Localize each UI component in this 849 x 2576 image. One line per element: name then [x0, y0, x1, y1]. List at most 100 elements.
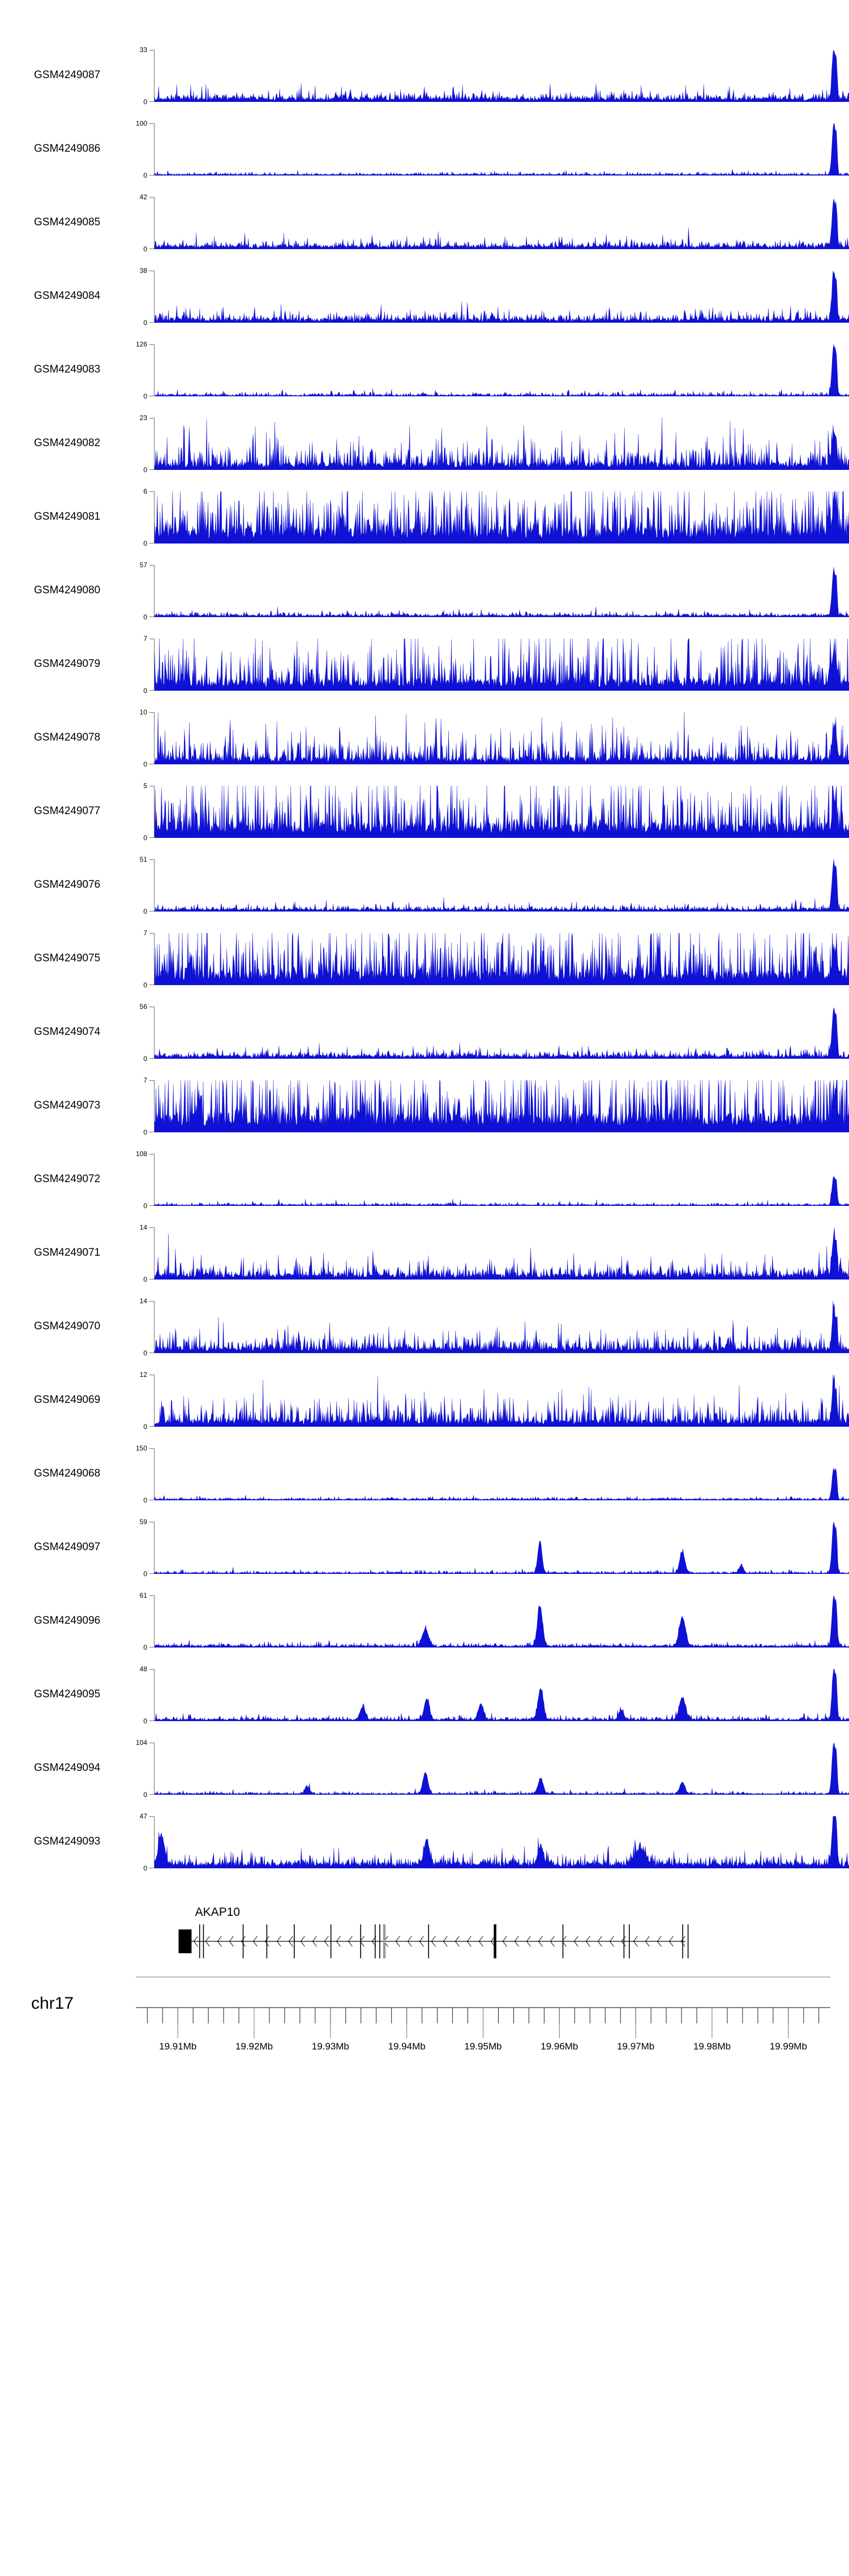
axis-tick-label: 19.91Mb — [159, 2041, 196, 2052]
coverage-plot[interactable] — [155, 1007, 849, 1059]
y-axis-line — [154, 639, 155, 691]
strand-arrow-icon — [514, 1936, 519, 1947]
coverage-track[interactable]: GSM4249076 51 0 — [0, 856, 849, 915]
y-axis-line — [154, 565, 155, 617]
y-axis-max-label: 51 — [139, 855, 147, 863]
y-axis-tick-max: 7 — [143, 930, 155, 936]
gene-exon — [428, 1924, 430, 1958]
y-axis-max-label: 48 — [139, 1665, 147, 1673]
coverage-plot[interactable] — [155, 1080, 849, 1132]
coverage-track[interactable]: GSM4249082 23 0 — [0, 414, 849, 473]
coverage-track[interactable]: GSM4249071 14 0 — [0, 1224, 849, 1283]
y-axis-min-label: 0 — [143, 1791, 147, 1799]
coverage-track[interactable]: GSM4249079 7 0 — [0, 635, 849, 694]
coverage-track[interactable]: GSM4249096 61 0 — [0, 1592, 849, 1651]
coverage-plot[interactable] — [155, 197, 849, 249]
coverage-plot[interactable] — [155, 639, 849, 691]
coverage-track[interactable]: GSM4249097 59 0 — [0, 1518, 849, 1577]
strand-arrow-icon — [288, 1936, 293, 1947]
coverage-plot[interactable] — [155, 1595, 849, 1648]
strand-arrow-icon — [478, 1936, 483, 1947]
y-axis-max-label: 57 — [139, 561, 147, 569]
coverage-track[interactable]: GSM4249081 6 0 — [0, 487, 849, 547]
coverage-track[interactable]: GSM4249085 42 0 — [0, 193, 849, 253]
coverage-plot[interactable] — [155, 418, 849, 470]
coverage-track[interactable]: GSM4249080 57 0 — [0, 561, 849, 621]
y-axis-tick-max: 51 — [140, 856, 155, 863]
coverage-area — [155, 567, 849, 617]
coverage-track[interactable]: GSM4249075 7 0 — [0, 930, 849, 989]
coverage-area — [155, 1080, 849, 1132]
coverage-plot[interactable] — [155, 271, 849, 323]
coverage-plot[interactable] — [155, 1743, 849, 1795]
coverage-plot[interactable] — [155, 491, 849, 544]
gene-exon — [494, 1924, 496, 1958]
coverage-plot[interactable] — [155, 344, 849, 396]
coverage-plot[interactable] — [155, 933, 849, 985]
coverage-track[interactable]: GSM4249074 56 0 — [0, 1003, 849, 1062]
coverage-track[interactable]: GSM4249087 33 0 — [0, 46, 849, 105]
coverage-track[interactable]: GSM4249078 10 0 — [0, 709, 849, 768]
coverage-plot[interactable] — [155, 123, 849, 176]
coverage-track[interactable]: GSM4249077 5 0 — [0, 782, 849, 841]
gene-exon — [360, 1924, 362, 1958]
y-axis-line — [154, 123, 155, 176]
coverage-plot[interactable] — [155, 1522, 849, 1574]
coverage-area — [155, 418, 849, 470]
coverage-plot[interactable] — [155, 1375, 849, 1427]
coverage-plot[interactable] — [155, 786, 849, 838]
coverage-plot[interactable] — [155, 1227, 849, 1280]
y-axis-min-label: 0 — [143, 172, 147, 179]
strand-arrow-icon — [336, 1936, 341, 1947]
coverage-track[interactable]: GSM4249073 7 0 — [0, 1077, 849, 1136]
coverage-plot[interactable] — [155, 1448, 849, 1500]
coverage-track[interactable]: GSM4249086 100 0 — [0, 120, 849, 179]
y-axis-tick-max: 48 — [140, 1666, 155, 1672]
coverage-track[interactable]: GSM4249068 150 0 — [0, 1445, 849, 1504]
coverage-track[interactable]: GSM4249083 126 0 — [0, 341, 849, 400]
strand-arrow-icon — [419, 1936, 424, 1947]
track-y-axis: 59 0 — [136, 1518, 849, 1577]
y-axis-max-label: 6 — [143, 487, 147, 495]
coverage-track[interactable]: GSM4249069 12 0 — [0, 1371, 849, 1430]
gene-exon — [562, 1924, 564, 1958]
coverage-area — [155, 1669, 849, 1721]
coverage-track[interactable]: GSM4249070 14 0 — [0, 1298, 849, 1357]
coverage-plot[interactable] — [155, 859, 849, 912]
track-y-axis: 48 0 — [136, 1666, 849, 1725]
coverage-area — [155, 123, 849, 176]
y-axis-max-label: 38 — [139, 267, 147, 275]
coverage-track[interactable]: GSM4249093 47 0 — [0, 1813, 849, 1872]
coverage-plot[interactable] — [155, 1816, 849, 1868]
coverage-track[interactable]: GSM4249094 104 0 — [0, 1739, 849, 1799]
gene-exon — [266, 1924, 268, 1958]
coverage-track[interactable]: GSM4249095 48 0 — [0, 1666, 849, 1725]
y-axis-line — [154, 344, 155, 396]
y-axis-min-label: 0 — [143, 1864, 147, 1872]
coverage-plot[interactable] — [155, 712, 849, 764]
track-y-axis: 14 0 — [136, 1224, 849, 1283]
coverage-plot[interactable] — [155, 1669, 849, 1721]
coverage-track[interactable]: GSM4249084 38 0 — [0, 267, 849, 326]
y-axis-min-label: 0 — [143, 1496, 147, 1504]
coverage-plot[interactable] — [155, 1301, 849, 1353]
gene-model-svg[interactable] — [136, 1923, 830, 1960]
gene-annotation-track[interactable]: AKAP10 — [0, 1906, 849, 1974]
strand-arrow-icon — [217, 1936, 222, 1947]
coverage-plot[interactable] — [155, 50, 849, 102]
strand-arrow-icon — [359, 1936, 365, 1947]
coverage-track[interactable]: GSM4249072 108 0 — [0, 1150, 849, 1209]
y-axis-max-label: 42 — [139, 193, 147, 201]
coverage-plot[interactable] — [155, 1154, 849, 1206]
y-axis-max-label: 23 — [139, 414, 147, 422]
y-axis-line — [154, 1227, 155, 1280]
coordinate-axis-svg[interactable]: 19.91Mb 19.92Mb 19.93Mb 19.94Mb 19.95Mb 19.96… — [136, 1975, 830, 2060]
coverage-plot[interactable] — [155, 565, 849, 617]
track-label: GSM4249076 — [34, 879, 101, 891]
gene-exon — [294, 1924, 295, 1958]
coverage-area — [155, 198, 849, 249]
y-axis-line — [154, 1154, 155, 1206]
